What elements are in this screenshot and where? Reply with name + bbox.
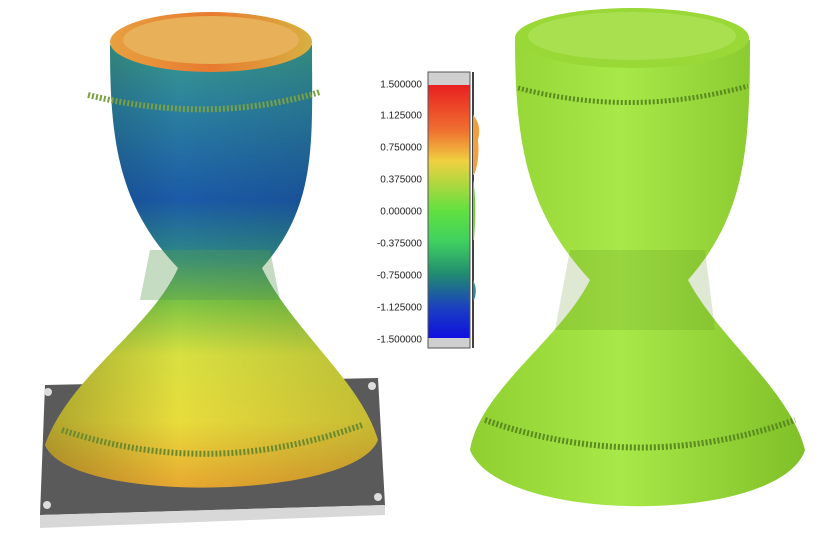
scale-label: -1.125000: [377, 303, 422, 314]
bolt: [374, 493, 382, 501]
scale-label: 1.125000: [380, 111, 422, 122]
left-model: [40, 12, 385, 528]
base-plate-edge: [40, 505, 385, 528]
right-model: [470, 8, 805, 507]
lattice: [555, 250, 715, 330]
scale-over: [428, 72, 470, 85]
histogram: [473, 280, 476, 300]
scale-label: -1.500000: [377, 335, 422, 346]
ring: [61, 422, 364, 457]
histogram: [473, 180, 476, 240]
lattice: [140, 250, 280, 300]
bolt: [44, 388, 52, 396]
ring: [517, 83, 749, 105]
scale-bar: [428, 85, 470, 338]
color-scale: 1.500000 1.125000 0.750000 0.375000 0.00…: [377, 71, 480, 349]
nozzle-opening: [123, 16, 299, 64]
nozzle-shade: [45, 45, 378, 488]
ring: [87, 89, 321, 113]
bolt: [43, 501, 51, 509]
nozzle-opening: [528, 12, 736, 60]
bolt: [368, 382, 376, 390]
histogram: [473, 115, 480, 175]
scale-label: 0.375000: [380, 175, 422, 186]
scale-under: [428, 338, 470, 348]
scale-label: 0.750000: [380, 143, 422, 154]
scale-label: 1.500000: [380, 80, 422, 91]
scale-frame: [427, 71, 471, 349]
scale-label: -0.375000: [377, 239, 422, 250]
scale-label: 0.000000: [380, 207, 422, 218]
scale-label: -0.750000: [377, 271, 422, 282]
nozzle-body: [470, 40, 805, 507]
